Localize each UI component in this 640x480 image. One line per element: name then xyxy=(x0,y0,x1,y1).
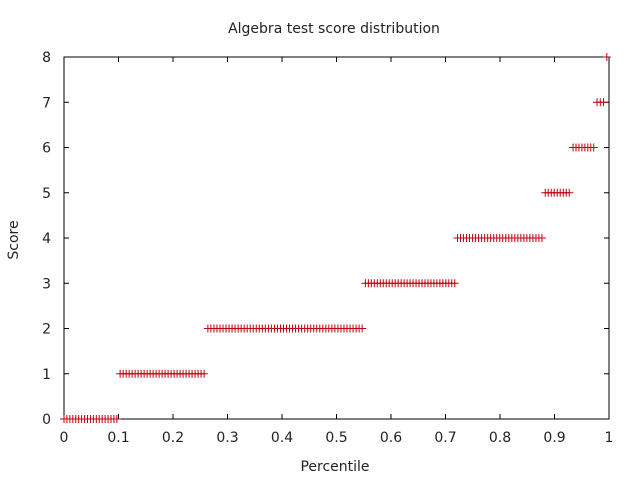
x-tick-label: 0.3 xyxy=(216,430,238,446)
y-tick-label: 0 xyxy=(42,412,51,428)
x-tick-label: 1 xyxy=(605,430,614,446)
plot-area: 0 0.1 0.2 0.3 0.4 0.5 0.6 0.7 0.8 0.9 1 0 1 2 3 4 5 6 7 8 xyxy=(42,50,613,446)
data-point xyxy=(537,234,546,242)
x-tick-label: 0.9 xyxy=(543,430,565,446)
y-tick-label: 6 xyxy=(42,141,51,157)
y-tick-label: 4 xyxy=(42,231,51,247)
y-tick-label: 2 xyxy=(42,322,51,338)
y-tick-label: 5 xyxy=(42,186,51,202)
x-tick-label: 0.7 xyxy=(434,430,456,446)
data-point xyxy=(565,188,574,197)
x-tick-label: 0.8 xyxy=(489,430,511,446)
data-point xyxy=(589,143,598,152)
y-tick-label: 1 xyxy=(42,367,51,383)
chart-title: Algebra test score distribution xyxy=(228,21,440,37)
data-series xyxy=(60,53,611,423)
data-point xyxy=(450,279,459,288)
x-tick-label: 0.1 xyxy=(107,430,129,446)
x-tick-label: 0.5 xyxy=(325,430,347,446)
y-tick-label: 8 xyxy=(42,50,51,66)
data-point xyxy=(200,369,209,378)
y-tick-label: 3 xyxy=(42,276,51,292)
x-tick-label: 0.4 xyxy=(271,430,293,446)
x-tick-label: 0.6 xyxy=(380,430,402,446)
y-tick-label: 7 xyxy=(42,95,51,111)
x-axis-label: Percentile xyxy=(300,459,369,475)
data-point xyxy=(112,415,121,423)
y-axis-label: Score xyxy=(6,220,22,259)
x-tick-label: 0 xyxy=(60,430,69,446)
data-point xyxy=(602,53,611,61)
data-point xyxy=(599,98,608,107)
data-point xyxy=(358,324,367,333)
x-tick-label: 0.2 xyxy=(162,430,184,446)
y-axis: 0 1 2 3 4 5 6 7 8 xyxy=(42,50,609,428)
x-axis: 0 0.1 0.2 0.3 0.4 0.5 0.6 0.7 0.8 0.9 1 xyxy=(60,57,614,446)
